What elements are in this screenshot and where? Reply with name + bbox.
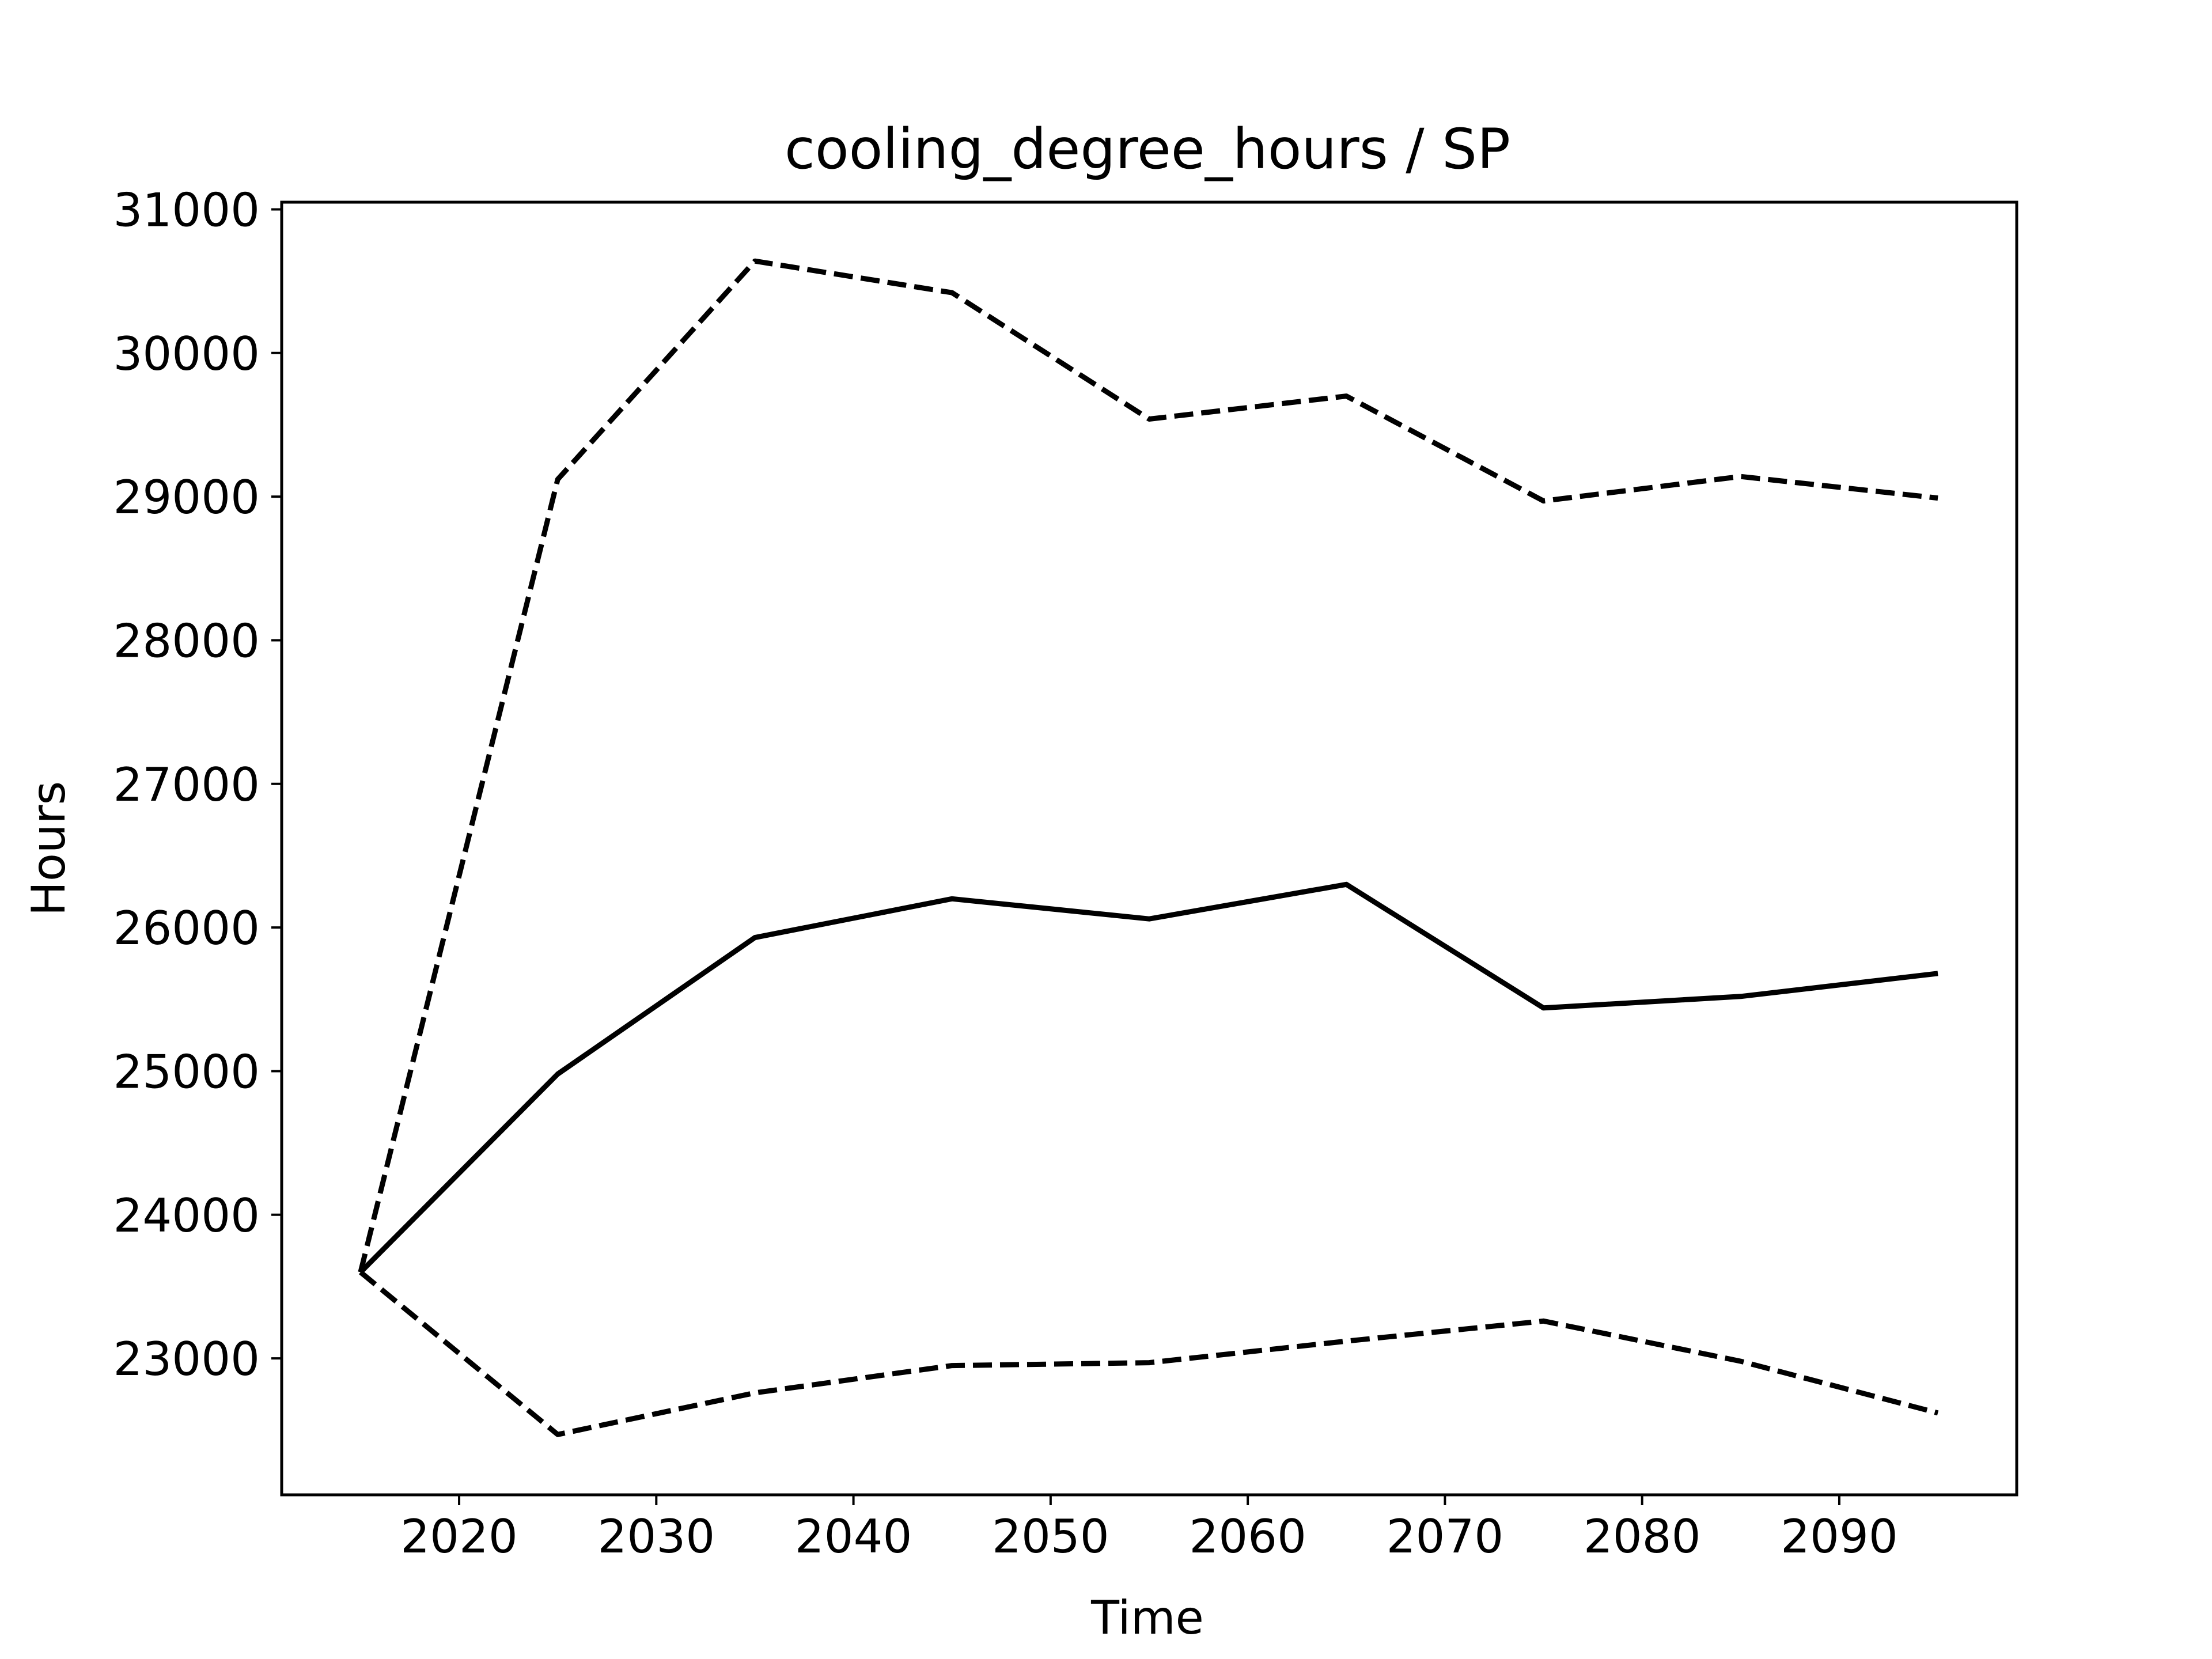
y-tick-label: 28000	[113, 614, 260, 668]
x-tick-label: 2060	[1189, 1510, 1306, 1563]
y-tick-label: 25000	[113, 1045, 260, 1099]
chart-title: cooling_degree_hours / SP	[785, 117, 1510, 181]
x-tick-label: 2080	[1584, 1510, 1701, 1563]
y-axis-label: Hours	[22, 781, 75, 916]
series-line-1	[358, 881, 1938, 1274]
x-tick-label: 2030	[598, 1510, 715, 1563]
x-axis-label: Time	[1090, 1591, 1204, 1645]
x-tick-label: 2070	[1387, 1510, 1504, 1563]
y-tick-label: 26000	[113, 902, 260, 955]
plot-frame	[280, 200, 2018, 1497]
x-tick-label: 2050	[992, 1510, 1109, 1563]
series-line-2	[358, 258, 1938, 1273]
y-tick-label: 30000	[113, 327, 260, 381]
y-tick-label: 23000	[113, 1332, 260, 1386]
series-line-3	[359, 1270, 1939, 1437]
y-tick-label: 29000	[113, 471, 260, 524]
y-axis: 23000 24000 25000 26000 27000 28000 29000 30000…	[113, 183, 282, 1386]
y-tick-label: 27000	[113, 758, 260, 812]
x-tick-label: 2040	[795, 1510, 912, 1563]
y-tick-label: 31000	[113, 183, 260, 237]
x-tick-label: 2090	[1781, 1510, 1898, 1563]
y-tick-label: 24000	[113, 1189, 260, 1243]
plot-lines	[358, 258, 1939, 1437]
x-axis: 2020 2030 2040 2050 2060 2070 2080 2090	[400, 1495, 1898, 1563]
x-tick-label: 2020	[400, 1510, 518, 1563]
